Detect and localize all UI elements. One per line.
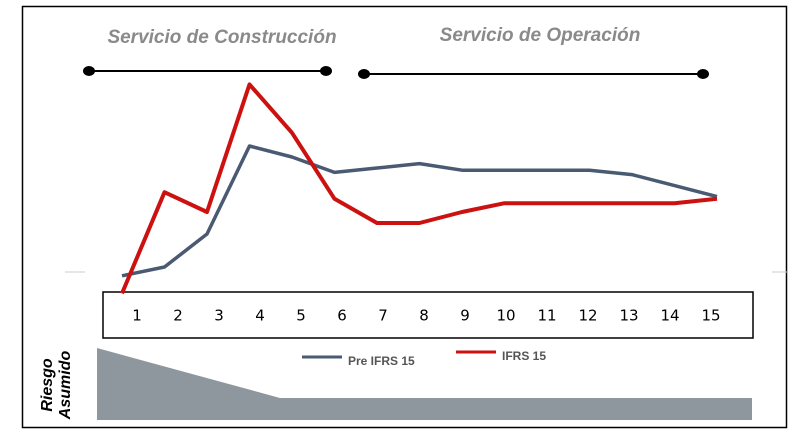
x-tick-label: 3 (214, 307, 224, 325)
side-label: Asumido (57, 351, 74, 421)
x-tick-label: 12 (578, 307, 597, 325)
header: Servicio de Construcción (107, 27, 336, 48)
side-label: Riesgo (39, 358, 56, 412)
x-tick-label: 9 (460, 307, 470, 325)
x-tick-label: 14 (660, 307, 679, 325)
header: Servicio de Operación (440, 25, 641, 46)
x-tick-label: 2 (173, 307, 183, 325)
series-line (121, 144, 718, 278)
frame (21, 5, 788, 429)
x-tick-label: 8 (419, 307, 429, 325)
x-tick-label: 13 (619, 307, 638, 325)
x-tick-label: 15 (701, 307, 720, 325)
category-box (102, 291, 754, 339)
legend-label: IFRS 15 (502, 349, 546, 363)
x-tick-label: 7 (378, 307, 388, 325)
x-tick-label: 6 (337, 307, 347, 325)
risk-area (97, 348, 752, 420)
x-tick-label: 10 (496, 307, 515, 325)
series-line (120, 82, 718, 295)
x-tick-label: 5 (296, 307, 306, 325)
x-tick-label: 1 (132, 307, 142, 325)
phase-bars (83, 66, 709, 79)
x-tick-label: 4 (255, 307, 265, 325)
x-tick-label: 11 (537, 307, 556, 325)
legend-label: Pre IFRS 15 (348, 354, 415, 368)
